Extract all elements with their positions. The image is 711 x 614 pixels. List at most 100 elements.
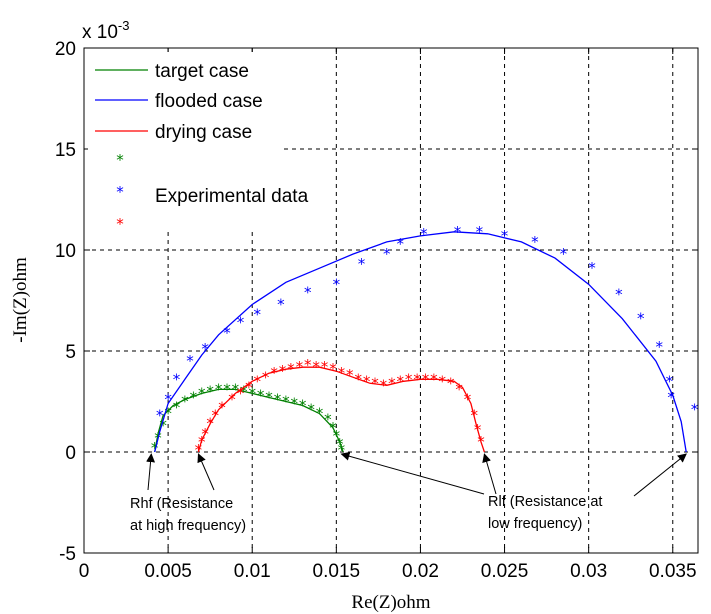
data-point-target-case: * [338,441,346,459]
data-point-target-case: * [181,393,189,411]
data-point-drying-case: * [388,374,396,392]
annotation-text: at high frequency) [130,518,246,534]
data-point-drying-case: * [270,364,278,382]
data-point-drying-case: * [447,374,455,392]
data-point-target-case: * [333,427,341,445]
data-point-target-case: * [248,384,256,402]
data-point-drying-case: * [254,372,262,390]
data-point-target-case: * [215,380,223,398]
data-point-drying-case: * [474,421,482,439]
data-point-flooded-case: * [383,245,391,263]
annotation-text: Rhf (Resistance [130,496,233,512]
data-point-drying-case: * [413,370,421,388]
x-tick-label: 0.01 [234,561,271,582]
data-point-drying-case: * [464,390,472,408]
x-tick-label: 0.02 [402,561,439,582]
data-point-drying-case: * [363,372,371,390]
data-point-target-case: * [324,411,332,429]
data-point-flooded-case: * [304,283,312,301]
y-tick-label: 20 [55,39,76,60]
y-tick-label: 15 [55,140,76,161]
data-point-drying-case: * [439,372,447,390]
x-tick-label: 0.03 [570,561,607,582]
data-point-flooded-case: * [637,310,645,328]
data-point-drying-case: * [371,374,379,392]
legend-marker-target: * [116,151,124,169]
data-point-drying-case: * [422,370,430,388]
data-point-flooded-case: * [476,223,484,241]
annotation-arrow [197,453,215,491]
series-line-target-case [154,388,344,453]
x-tick-label: 0.025 [481,561,529,582]
data-point-flooded-case: * [333,275,341,293]
data-point-target-case: * [257,386,265,404]
annotation-text: low frequency) [488,516,582,532]
data-point-drying-case: * [198,433,206,451]
annotation-text: Rlf (Resistance at [488,494,602,510]
y-axis-label: -Im(Z)ohm [10,257,31,343]
data-point-drying-case: * [471,407,479,425]
data-point-drying-case: * [287,360,295,378]
data-point-target-case: * [316,405,324,423]
annotation-arrow [146,453,156,491]
grid-lines [84,48,698,553]
x-axis-label: Re(Z)ohm [351,592,430,613]
data-point-drying-case: * [218,399,226,417]
data-point-target-case: * [206,382,214,400]
data-point-flooded-case: * [560,245,568,263]
data-point-drying-case: * [312,358,320,376]
data-point-target-case: * [274,390,282,408]
series-line-flooded-case [154,231,687,453]
data-point-drying-case: * [397,372,405,390]
legend-marker-flooded: * [116,183,124,201]
data-point-target-case: * [336,435,344,453]
data-point-target-case: * [299,397,307,415]
data-point-target-case: * [173,399,181,417]
data-point-drying-case: * [237,384,245,402]
axis-ticks: 0 0.005 0.01 0.015 0.02 0.025 0.03 0.035-505101… [55,39,698,582]
data-point-drying-case: * [279,362,287,380]
legend-label-flooded: flooded case [155,91,263,112]
data-point-target-case: * [282,393,290,411]
data-point-drying-case: * [346,366,354,384]
data-point-flooded-case: * [164,390,172,408]
x-tick-label: 0.015 [313,561,361,582]
data-point-target-case: * [164,405,172,423]
data-point-flooded-case: * [667,388,675,406]
series-line-drying-case [197,366,486,453]
data-point-drying-case: * [338,364,346,382]
y-multiplier: x 10-3 [82,18,129,43]
y-tick-label: 10 [55,241,76,262]
data-point-drying-case: * [195,441,203,459]
x-tick-label: 0 [79,561,90,582]
x-tick-label: 0.005 [144,561,192,582]
data-point-drying-case: * [455,380,463,398]
data-point-flooded-case: * [186,352,194,370]
plot-frame [83,47,699,554]
data-point-flooded-case: * [223,324,231,342]
data-point-flooded-case: * [397,235,405,253]
data-point-flooded-case: * [615,285,623,303]
data-point-drying-case: * [211,407,219,425]
data-point-flooded-case: * [254,306,262,324]
annotation-arrow [633,453,687,497]
data-point-flooded-case: * [358,255,366,273]
data-point-target-case: * [151,439,159,457]
data-point-target-case: * [190,388,198,406]
data-point-drying-case: * [228,390,236,408]
data-point-flooded-case: * [173,370,181,388]
annotations: Rhf (Resistance at high frequency) Rlf (Re… [130,451,687,534]
data-point-flooded-case: * [531,233,539,251]
data-point-flooded-case: * [420,225,428,243]
data-point-drying-case: * [262,368,270,386]
data-point-drying-case: * [430,370,438,388]
legend-marker-drying: * [116,215,124,233]
data-point-target-case: * [307,401,315,419]
series-layer: **** * * * * * * * * * * * * * * * * * * ************ *** ***… [151,223,699,459]
annotation-arrow [482,453,497,495]
data-point-drying-case: * [354,370,362,388]
data-point-target-case: * [159,417,167,435]
data-point-drying-case: * [477,433,485,451]
y-tick-label: -5 [59,544,76,565]
